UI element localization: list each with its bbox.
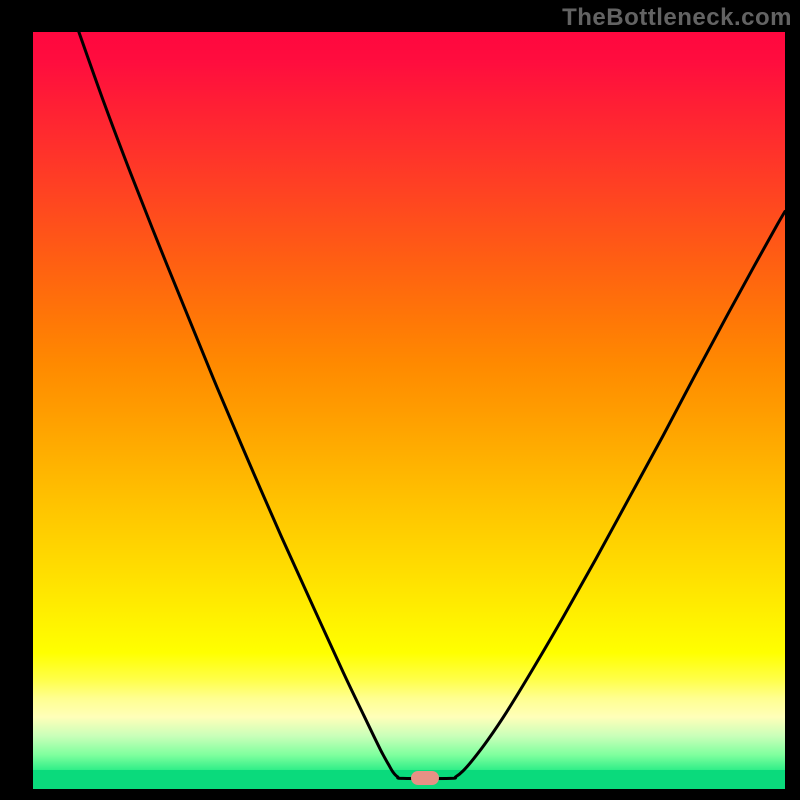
curve-svg <box>33 32 785 789</box>
plot-area <box>33 32 785 789</box>
performance-curve <box>79 32 785 779</box>
chart-container: TheBottleneck.com <box>0 0 800 800</box>
optimal-marker <box>411 771 439 785</box>
watermark-text: TheBottleneck.com <box>562 4 792 32</box>
